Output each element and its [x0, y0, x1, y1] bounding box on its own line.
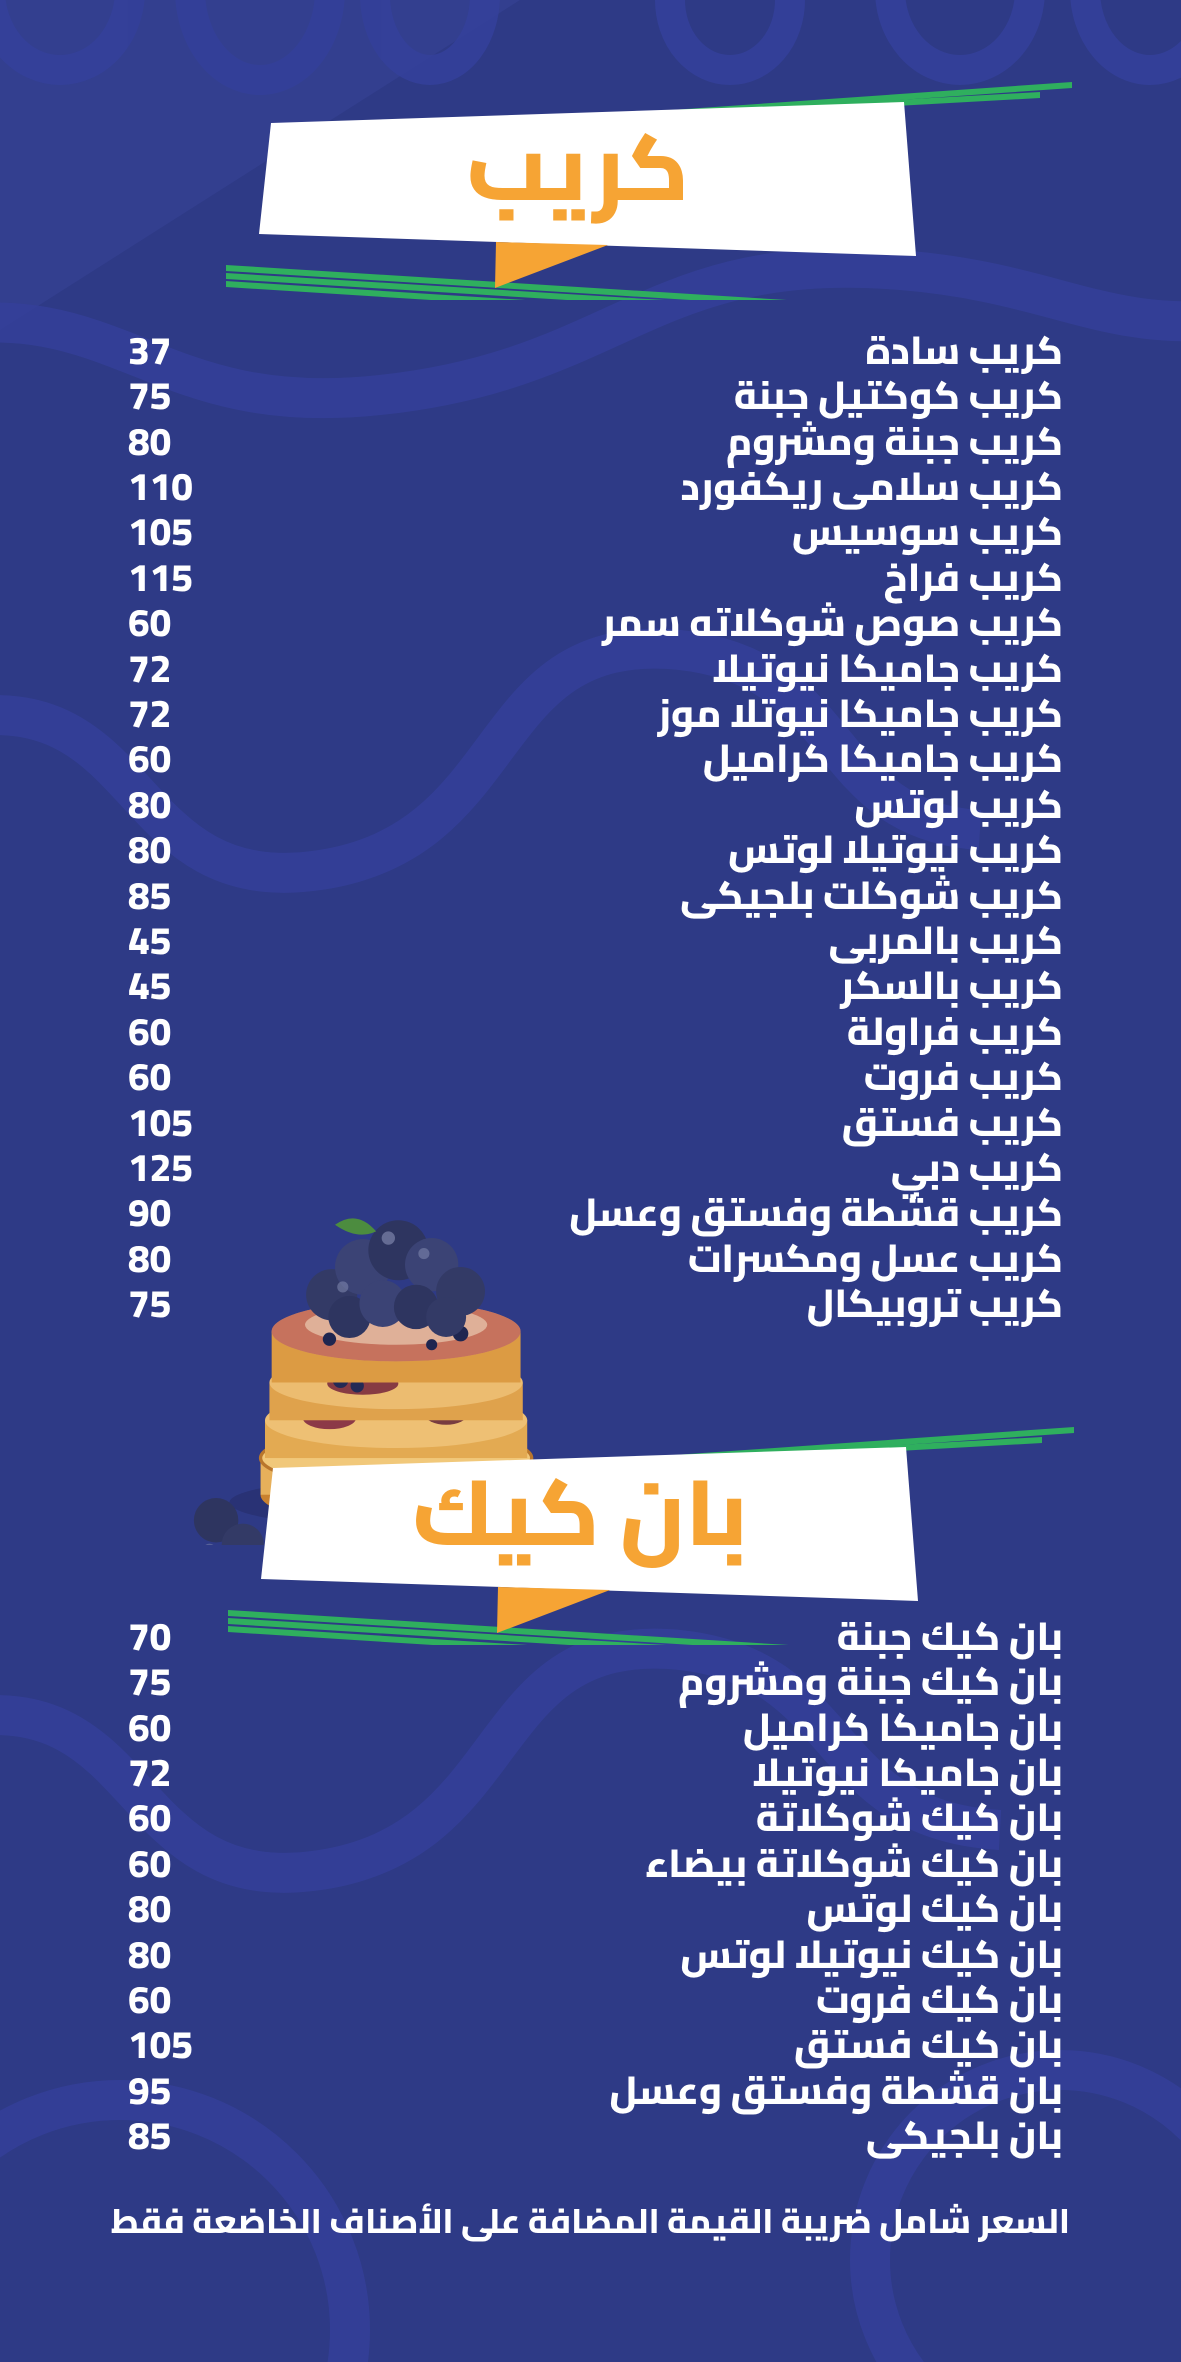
svg-text:كريب: كريب	[467, 80, 690, 253]
svg-text:بان كيك: بان كيك	[412, 1425, 747, 1598]
